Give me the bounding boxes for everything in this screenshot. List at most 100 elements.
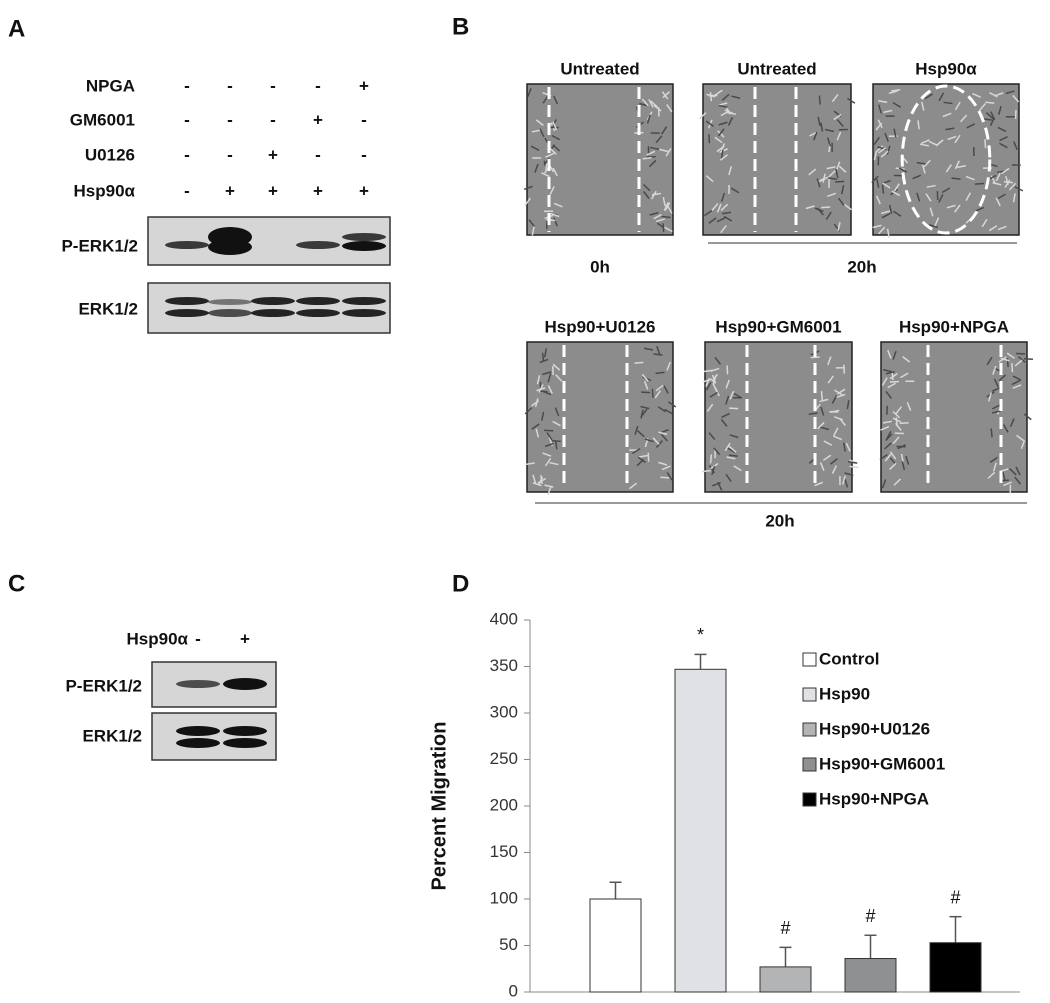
cell <box>954 101 961 111</box>
cell <box>712 481 721 487</box>
y-tick-label: 100 <box>490 888 518 907</box>
cell <box>992 181 1002 186</box>
y-tick-label: 400 <box>490 609 518 628</box>
cell <box>648 159 657 168</box>
cell <box>997 126 1007 133</box>
cell <box>546 432 553 441</box>
image-label: Hsp90α <box>915 59 977 78</box>
cell <box>661 126 668 135</box>
cell <box>885 391 893 400</box>
cell <box>892 436 900 445</box>
cell <box>891 190 901 197</box>
cell <box>1009 468 1017 476</box>
cell <box>916 192 921 202</box>
treatment-sign: - <box>195 629 201 648</box>
cell <box>661 215 671 219</box>
band <box>342 297 386 305</box>
scratch-image <box>704 341 853 493</box>
band <box>251 309 295 317</box>
cell <box>650 100 658 108</box>
cell <box>846 400 850 410</box>
cell <box>992 404 1001 410</box>
cell <box>552 144 561 152</box>
cell <box>710 462 719 470</box>
cell <box>640 405 650 410</box>
cell <box>653 353 663 356</box>
treatment-sign: - <box>361 145 367 164</box>
cell <box>656 346 661 356</box>
cell <box>656 218 666 223</box>
y-tick-label: 350 <box>490 656 518 675</box>
bar <box>589 898 642 993</box>
band <box>165 297 209 305</box>
cell <box>1014 359 1023 367</box>
cell <box>657 406 666 413</box>
cell <box>644 438 654 443</box>
cell <box>714 89 723 96</box>
cell <box>883 109 893 114</box>
cell <box>1014 186 1024 192</box>
cell <box>956 165 966 169</box>
cell <box>727 447 736 454</box>
cell <box>899 422 909 425</box>
cell <box>844 472 854 477</box>
cell <box>552 420 561 427</box>
treatment-sign: + <box>240 629 250 648</box>
cell <box>655 384 664 392</box>
cell <box>653 213 663 220</box>
cell <box>990 428 993 438</box>
band <box>342 241 386 251</box>
cell <box>716 217 726 223</box>
cell <box>1012 384 1022 389</box>
cell <box>898 167 908 173</box>
cell <box>988 392 992 402</box>
cell <box>900 372 909 379</box>
cell <box>993 378 999 388</box>
cell <box>663 385 669 394</box>
cell <box>705 381 712 391</box>
cell <box>649 211 659 216</box>
cell <box>881 213 891 219</box>
cell <box>1005 175 1009 185</box>
cell <box>1001 167 1010 175</box>
cell <box>875 122 883 131</box>
cell <box>995 172 1001 182</box>
legend-swatch <box>802 687 817 702</box>
cell <box>877 104 883 114</box>
bar <box>759 966 812 993</box>
cell <box>991 410 1001 414</box>
cell <box>872 224 882 229</box>
cell <box>999 142 1008 149</box>
cell <box>530 145 540 152</box>
cell <box>998 105 1002 115</box>
cell <box>884 442 892 450</box>
y-axis-label: Percent Migration <box>428 722 450 891</box>
cell <box>720 143 726 153</box>
cell <box>827 375 834 384</box>
cell <box>660 476 670 479</box>
cell <box>894 422 902 431</box>
cell <box>663 202 669 211</box>
cell <box>718 121 728 126</box>
treatment-sign: + <box>313 181 323 200</box>
cell <box>639 102 649 107</box>
cell <box>708 134 711 144</box>
cell <box>817 421 825 430</box>
cell <box>975 206 985 212</box>
cell <box>642 190 650 199</box>
y-tick-label: 300 <box>490 702 518 721</box>
cell <box>720 225 727 234</box>
cell <box>831 465 838 474</box>
cell <box>662 91 671 99</box>
cell <box>881 210 891 215</box>
cell <box>984 139 987 149</box>
cell <box>1003 481 1012 487</box>
y-tick-label: 250 <box>490 749 518 768</box>
cell <box>829 457 838 465</box>
cell <box>817 116 821 126</box>
cell <box>710 367 720 372</box>
image-label: Untreated <box>737 59 816 78</box>
treatment-sign: + <box>313 110 323 129</box>
time-label: 20h <box>847 257 876 276</box>
